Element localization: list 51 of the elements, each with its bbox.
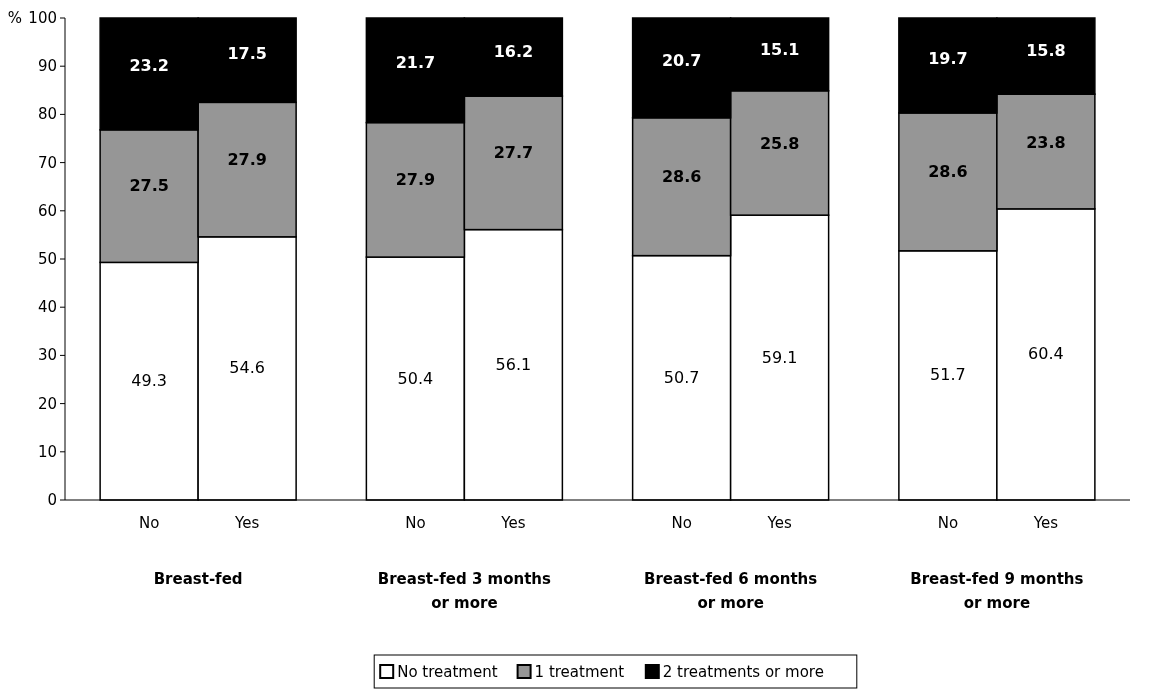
data-label: 54.6 <box>229 358 265 378</box>
x-tick-label: No <box>671 514 692 532</box>
data-label: 60.4 <box>1028 344 1064 364</box>
x-tick-label: No <box>405 514 426 532</box>
y-tick-label: 70 <box>37 153 57 172</box>
legend-label: 2 treatments or more <box>662 663 824 681</box>
x-tick-label: Yes <box>766 514 792 532</box>
data-label: 19.7 <box>928 48 968 68</box>
text: Breast-fed 6 months or more <box>644 570 818 612</box>
y-tick-label: 40 <box>37 298 57 317</box>
data-label: 15.8 <box>1026 40 1066 60</box>
legend-label: No treatment <box>397 663 498 681</box>
y-tick-label: 100 <box>28 9 57 27</box>
data-label: 23.2 <box>129 55 169 75</box>
data-label: 28.6 <box>661 166 702 186</box>
x-tick-label: No <box>937 514 959 532</box>
data-label: 27.7 <box>493 143 534 163</box>
data-label: 51.7 <box>930 365 966 385</box>
x-tick-label: Yes <box>500 514 526 532</box>
legend-label: 1 treatment <box>534 663 625 681</box>
x-tick-label: Yes <box>1032 514 1059 532</box>
x-tick-label: Yes <box>234 514 260 532</box>
y-tick-label: 90 <box>37 57 57 76</box>
y-tick-label: 30 <box>37 346 57 365</box>
text: Breast-fed <box>153 570 243 588</box>
data-label: 25.8 <box>759 134 800 154</box>
data-label: 50.7 <box>663 367 700 387</box>
x-tick-label: No <box>138 514 160 532</box>
data-label: 23.8 <box>1026 133 1066 153</box>
data-label: 20.7 <box>661 50 702 70</box>
data-label: 15.1 <box>759 39 800 59</box>
y-axis-title: % <box>7 9 22 27</box>
data-label: 27.5 <box>129 176 169 196</box>
data-label: 28.6 <box>928 161 968 181</box>
text: Breast-fed 9 months or more <box>910 570 1084 612</box>
y-tick-label: 20 <box>37 394 57 413</box>
text: Breast-fed 3 months or more <box>377 570 552 612</box>
data-label: 49.3 <box>131 371 167 391</box>
data-label: 17.5 <box>227 44 267 64</box>
data-label: 56.1 <box>495 354 532 374</box>
y-tick-label: 60 <box>37 201 57 220</box>
data-label: 27.9 <box>395 170 436 190</box>
y-tick-label: 50 <box>37 250 57 268</box>
data-label: 50.4 <box>397 368 434 388</box>
y-tick-label: 0 <box>47 491 57 509</box>
y-tick-label: 80 <box>37 105 57 124</box>
data-label: 27.9 <box>227 149 267 169</box>
y-tick-label: 10 <box>37 442 57 461</box>
data-label: 21.7 <box>395 52 436 72</box>
data-label: 16.2 <box>493 41 534 61</box>
data-label: 59.1 <box>761 347 798 367</box>
